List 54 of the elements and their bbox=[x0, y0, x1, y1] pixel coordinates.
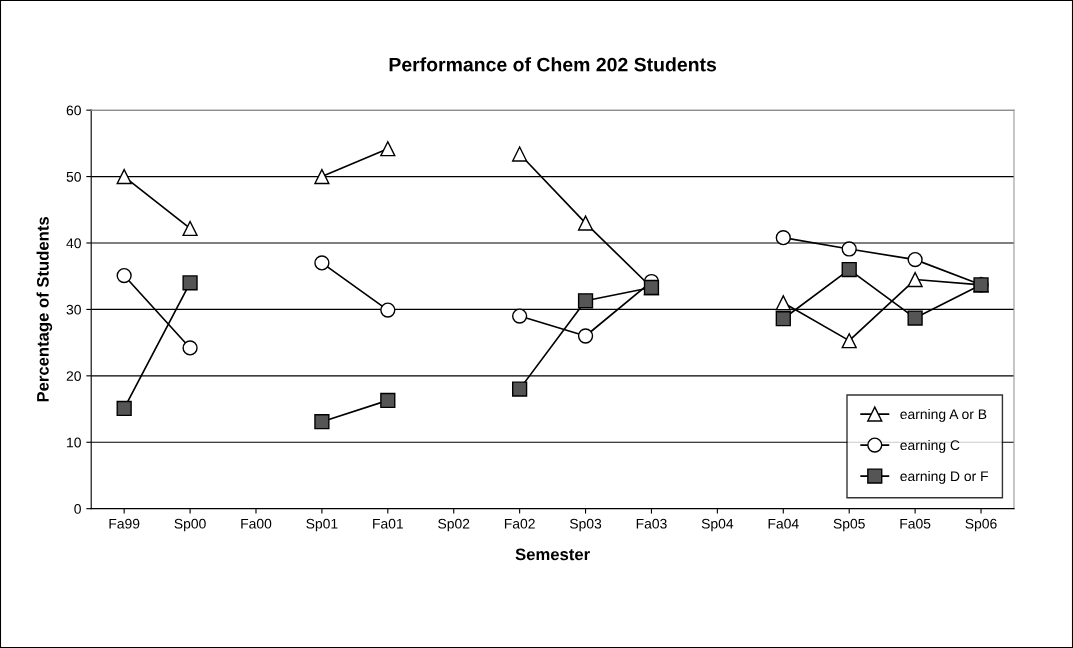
x-tick-label: Fa02 bbox=[504, 518, 535, 529]
point bbox=[380, 141, 396, 157]
x-axis-title: Semester bbox=[515, 548, 590, 561]
point bbox=[511, 381, 528, 397]
point bbox=[577, 215, 594, 231]
point bbox=[775, 230, 791, 246]
point bbox=[577, 293, 594, 309]
y-tick-label: 0 bbox=[74, 504, 81, 514]
point bbox=[841, 241, 857, 257]
point bbox=[511, 146, 528, 162]
point bbox=[841, 261, 857, 278]
y-tick-label: 40 bbox=[66, 238, 81, 249]
x-tick-label: Fa04 bbox=[768, 518, 799, 529]
x-tick-label: Sp05 bbox=[833, 518, 865, 532]
point bbox=[907, 271, 923, 288]
point bbox=[907, 310, 923, 326]
x-tick-label: Fa00 bbox=[241, 518, 272, 529]
point bbox=[182, 275, 198, 291]
x-tick-label: Fa03 bbox=[636, 518, 667, 529]
point bbox=[116, 267, 132, 284]
point bbox=[380, 392, 396, 409]
x-tick-label: Sp01 bbox=[306, 518, 338, 532]
point bbox=[314, 414, 330, 430]
y-tick-label: 10 bbox=[67, 437, 81, 448]
x-tick-label: Fa99 bbox=[109, 518, 140, 529]
point bbox=[907, 251, 923, 268]
point bbox=[775, 295, 791, 311]
point bbox=[116, 168, 132, 185]
y-tick-label: 50 bbox=[66, 171, 81, 182]
y-tick-label: 20 bbox=[66, 371, 81, 382]
point bbox=[511, 308, 528, 324]
point bbox=[314, 255, 330, 271]
point bbox=[380, 302, 396, 318]
legend-label: earning A or B bbox=[900, 408, 987, 422]
x-tick-label: Fa05 bbox=[900, 518, 931, 529]
y-tick-label: 30 bbox=[66, 304, 81, 315]
point bbox=[775, 311, 791, 327]
point bbox=[577, 328, 594, 344]
point bbox=[841, 332, 857, 349]
point bbox=[314, 168, 330, 185]
point bbox=[182, 220, 198, 237]
y-axis-title: Percentage of Students bbox=[36, 217, 53, 402]
chart-title: Performance of Chem 202 Students bbox=[389, 57, 717, 72]
x-tick-label: Fa01 bbox=[373, 518, 403, 529]
point bbox=[116, 400, 132, 417]
x-tick-label: Sp04 bbox=[701, 518, 734, 532]
legend-label: earning D or F bbox=[900, 470, 988, 484]
legend-label: earning C bbox=[900, 439, 960, 453]
x-tick-label: Sp06 bbox=[965, 518, 997, 532]
x-tick-label: Sp02 bbox=[438, 518, 470, 532]
x-tick-label: Sp03 bbox=[569, 518, 602, 532]
y-tick-label: 60 bbox=[66, 105, 81, 116]
point bbox=[182, 340, 198, 356]
x-tick-label: Sp00 bbox=[174, 518, 206, 532]
